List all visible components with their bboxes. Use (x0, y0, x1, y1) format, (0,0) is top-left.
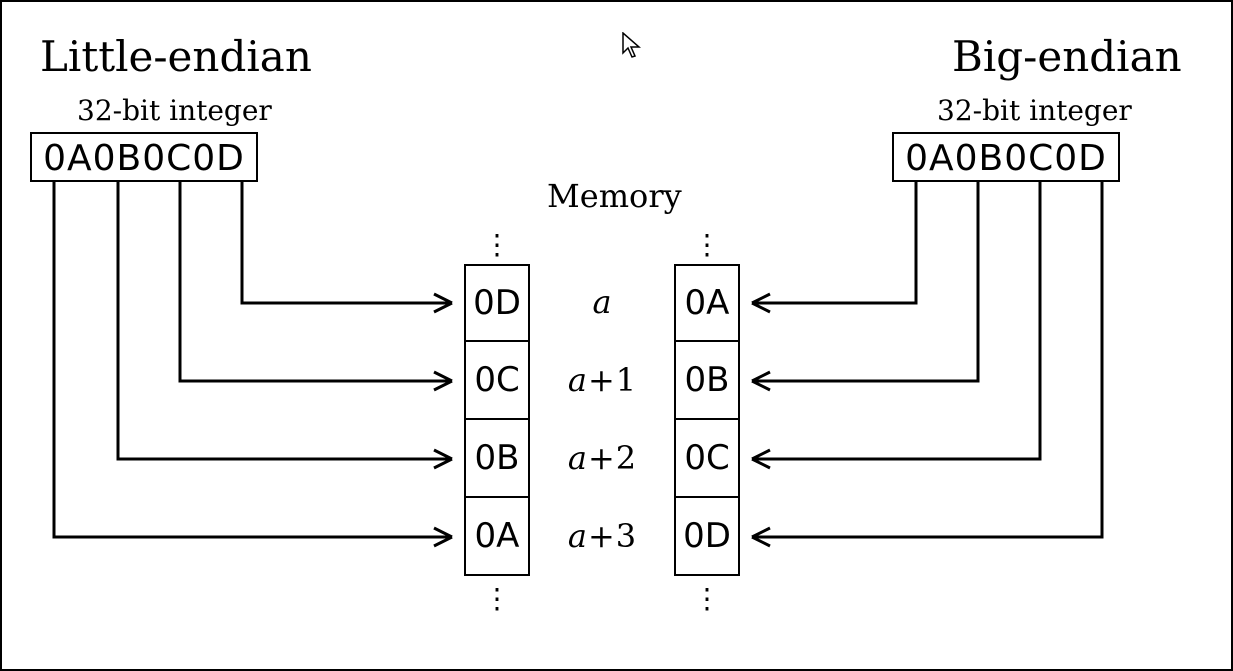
arrow-line (242, 182, 452, 303)
cursor-icon (622, 32, 644, 60)
arrow-line (752, 182, 978, 381)
arrow-line (54, 182, 452, 537)
arrow-line (752, 182, 1040, 459)
arrows-svg (2, 2, 1231, 669)
arrow-line (180, 182, 452, 381)
arrow-line (118, 182, 452, 459)
arrow-line (752, 182, 1102, 537)
diagram-frame: Little-endian Big-endian 32-bit integer … (0, 0, 1233, 671)
arrow-line (752, 182, 916, 303)
